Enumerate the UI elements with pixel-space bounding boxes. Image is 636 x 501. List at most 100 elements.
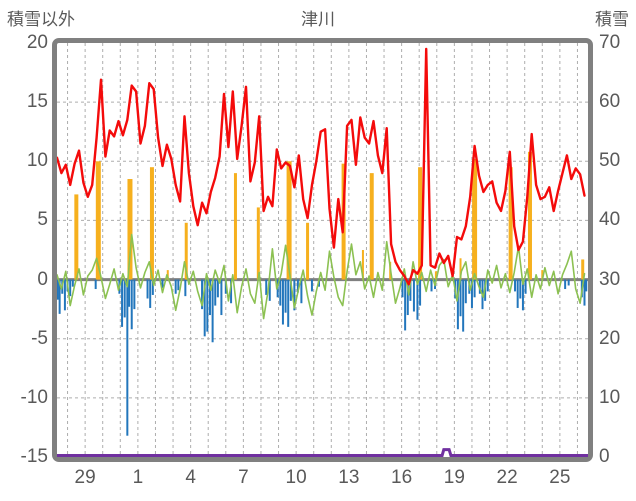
- blue-bar: [462, 279, 465, 332]
- blue-bar: [174, 279, 177, 294]
- x-axis-tick-label: 4: [185, 467, 196, 488]
- blue-bar: [220, 279, 223, 316]
- blue-bar: [521, 279, 524, 311]
- blue-bar: [519, 279, 522, 299]
- left-axis-tick-label: 20: [26, 32, 48, 53]
- blue-bar: [281, 279, 284, 325]
- blue-bar: [470, 279, 473, 308]
- blue-bar: [123, 279, 126, 318]
- blue-bar: [514, 279, 517, 292]
- x-axis-tick-label: 29: [74, 467, 96, 488]
- blue-bar: [224, 279, 227, 294]
- left-axis-tick-label: -10: [20, 386, 48, 408]
- blue-bar: [149, 279, 152, 308]
- yellow-bar: [127, 179, 133, 280]
- blue-bar: [583, 279, 586, 306]
- right-axis-tick-label: 70: [599, 32, 621, 53]
- blue-bar: [412, 279, 415, 312]
- yellow-bar: [286, 161, 292, 280]
- blue-bar: [486, 279, 489, 292]
- blue-bar: [419, 279, 422, 306]
- left-axis-tick-label: -5: [31, 327, 48, 349]
- left-axis-tick-label: 5: [37, 209, 48, 231]
- right-axis-title: 積雪: [595, 10, 629, 29]
- right-axis-tick-label: 10: [599, 386, 621, 408]
- blue-bar: [230, 279, 233, 304]
- yellow-bar: [472, 158, 478, 280]
- blue-bar: [69, 279, 72, 297]
- blue-bar: [404, 279, 407, 331]
- blue-bar: [284, 279, 287, 313]
- blue-bar: [133, 279, 136, 310]
- yellow-bar: [184, 222, 188, 280]
- x-axis-tick-label: 19: [443, 467, 465, 488]
- x-axis-tick-label: 7: [238, 467, 249, 488]
- blue-bar: [293, 279, 296, 311]
- blue-bar: [126, 279, 129, 436]
- left-axis-tick-label: 0: [37, 268, 48, 290]
- blue-bar: [430, 279, 433, 292]
- blue-bar: [416, 279, 419, 320]
- blue-bar: [516, 279, 519, 308]
- blue-bar: [184, 279, 187, 297]
- yellow-bar: [233, 173, 237, 280]
- yellow-bar: [361, 250, 364, 280]
- blue-bar: [121, 279, 124, 327]
- blue-bar: [409, 279, 412, 301]
- blue-bar: [310, 279, 313, 292]
- blue-bar: [300, 279, 303, 304]
- yellow-bar: [149, 167, 154, 280]
- left-axis-title: 積雪以外: [7, 10, 75, 29]
- yellow-bar: [581, 259, 585, 280]
- yellow-bar: [541, 270, 544, 280]
- blue-bar: [406, 279, 409, 316]
- blue-bar: [585, 279, 588, 292]
- left-axis-tick-label: 10: [26, 150, 48, 172]
- blue-bar: [289, 279, 292, 301]
- blue-bar: [216, 279, 219, 298]
- purple-line: [57, 448, 588, 457]
- right-axis-tick-label: 30: [599, 268, 621, 290]
- blue-bar: [287, 279, 290, 327]
- blue-bar: [151, 279, 154, 295]
- blue-bar: [161, 279, 164, 288]
- blue-bar: [279, 279, 282, 306]
- blue-bar: [214, 279, 217, 306]
- right-axis-tick-label: 60: [599, 91, 621, 113]
- blue-bar: [459, 279, 462, 317]
- plot-area: [57, 43, 588, 457]
- x-axis-tick-label: 22: [496, 467, 518, 488]
- yellow-bar: [95, 161, 101, 280]
- blue-bar: [208, 279, 211, 316]
- blue-bar: [524, 279, 527, 294]
- blue-bar: [146, 279, 149, 299]
- blue-bar: [564, 279, 567, 290]
- blue-bar: [128, 279, 131, 307]
- blue-bar: [567, 279, 570, 286]
- blue-bar: [401, 279, 404, 298]
- blue-bar: [206, 279, 209, 332]
- blue-bar: [203, 279, 206, 337]
- yellow-bar: [418, 167, 423, 280]
- blue-bar: [473, 279, 476, 298]
- yellow-bar: [256, 207, 260, 280]
- plot-border: [52, 38, 593, 462]
- blue-bar: [456, 279, 459, 330]
- blue-bar: [478, 279, 481, 294]
- yellow-bar: [434, 271, 437, 280]
- left-axis-tick-label: 15: [26, 91, 48, 113]
- x-axis-tick-label: 16: [391, 467, 413, 488]
- blue-bar: [177, 279, 180, 291]
- blue-bar: [268, 279, 271, 301]
- blue-bar: [211, 279, 214, 343]
- yellow-bar: [166, 270, 169, 280]
- x-axis-tick-label: 1: [132, 467, 144, 488]
- blue-bar: [464, 279, 467, 304]
- right-axis-tick-label: 40: [599, 209, 621, 231]
- right-axis-tick-label: 0: [599, 446, 610, 467]
- blue-bar: [94, 279, 97, 290]
- yellow-bar: [508, 167, 513, 280]
- yellow-bar: [74, 194, 79, 280]
- blue-bar: [296, 279, 299, 293]
